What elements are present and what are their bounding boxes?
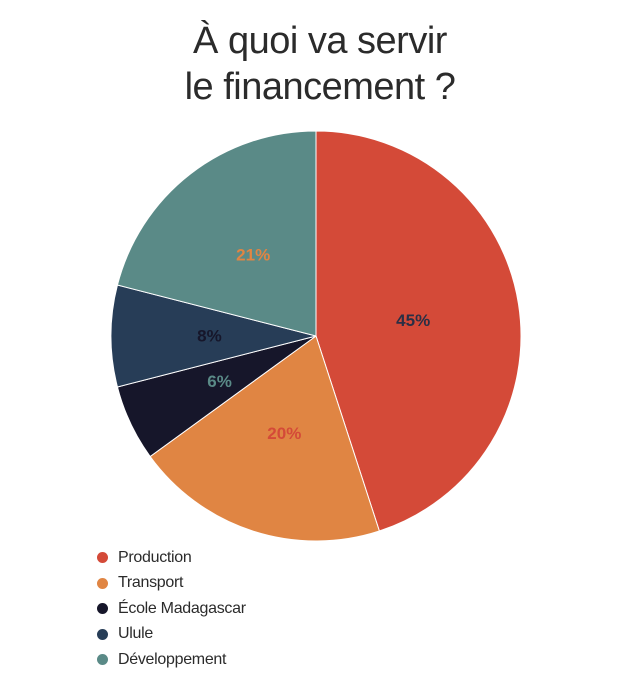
legend-label-developpement: Développement — [118, 650, 227, 668]
legend-item-ecole-madagascar: École Madagascar — [97, 596, 246, 622]
legend-swatch-transport — [97, 577, 108, 589]
pie-slice-transport — [149, 335, 380, 542]
pie-slice-label-ecole-madagascar: 6% — [207, 372, 232, 391]
legend-label-ecole-madagascar: École Madagascar — [118, 599, 246, 617]
legend-swatch-ecole-madagascar — [97, 603, 108, 615]
legend-label-production: Production — [118, 548, 192, 566]
pie-slice-label-ulule: 8% — [197, 327, 222, 346]
pie-slice-developpement — [116, 130, 317, 337]
pie-slice-production — [315, 130, 522, 532]
pie-slice-label-production: 45% — [396, 311, 430, 330]
chart-title-line-1: À quoi va servir — [193, 20, 447, 62]
legend-swatch-developpement — [97, 654, 108, 666]
legend-item-ulule: Ulule — [97, 622, 246, 648]
legend-item-developpement: Développement — [97, 647, 246, 673]
legend-label-transport: Transport — [118, 574, 184, 592]
legend-label-ulule: Ulule — [118, 625, 153, 643]
legend-swatch-ulule — [97, 628, 108, 640]
legend-swatch-production — [97, 552, 108, 564]
chart-legend: Production Transport École Madagascar Ul… — [97, 545, 246, 673]
legend-item-transport: Transport — [97, 571, 246, 597]
pie-slice-label-transport: 20% — [267, 424, 301, 443]
chart-title-line-2: le financement ? — [184, 66, 456, 108]
legend-item-production: Production — [97, 545, 246, 571]
pie-slice-ulule — [110, 284, 317, 388]
chart-title: À quoi va servir le financement ? — [0, 18, 640, 110]
pie-slice-label-developpement: 21% — [236, 246, 270, 265]
